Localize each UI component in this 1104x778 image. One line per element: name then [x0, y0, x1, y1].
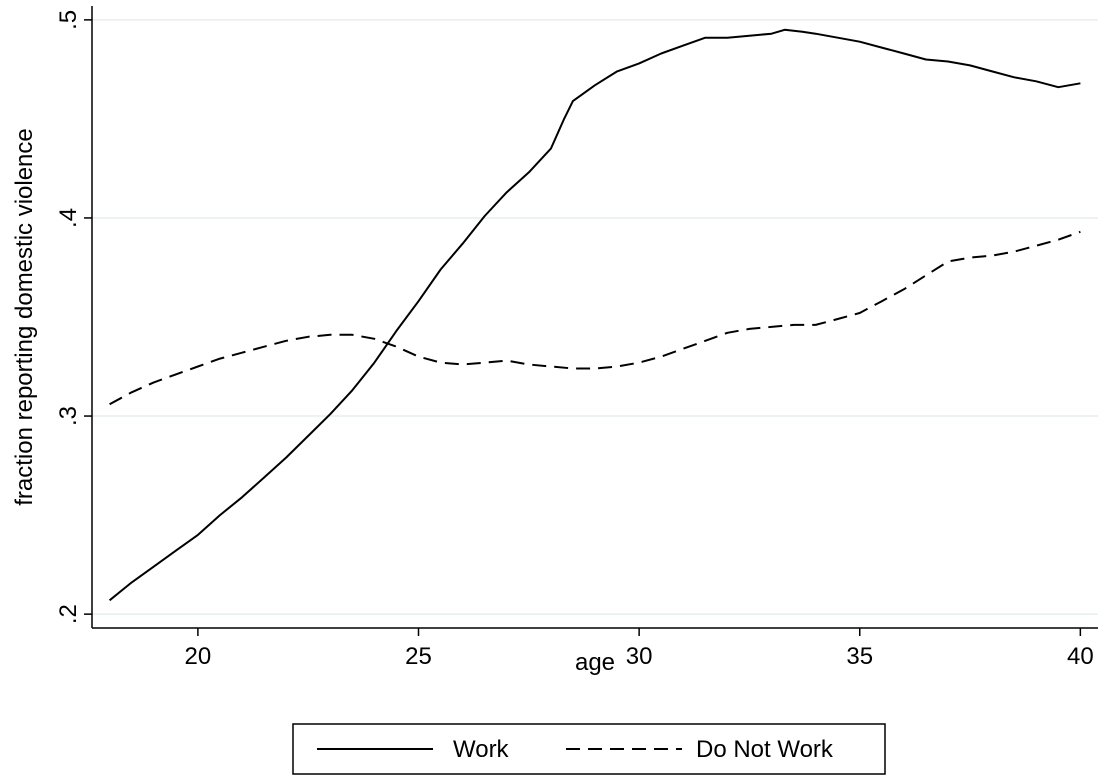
grid-lines: [92, 19, 1098, 615]
y-tick-label: .4: [55, 208, 82, 228]
x-tick-label: 35: [846, 643, 873, 670]
legend-label-do-not-work: Do Not Work: [696, 736, 834, 763]
y-axis-title: fraction reporting domestic violence: [11, 128, 38, 506]
y-tick-label: .3: [55, 406, 82, 426]
x-tick-label: 40: [1067, 643, 1094, 670]
series-line-do-not-work: [109, 230, 1081, 406]
legend: Work Do Not Work: [292, 723, 886, 775]
y-tick-label: .2: [55, 604, 82, 624]
series-lines: [108, 28, 1081, 602]
y-tick-label: .5: [55, 10, 82, 30]
x-tick-label: 20: [185, 643, 212, 670]
axes: .2 .3 .4 .5 20 25 30 35 40: [55, 6, 1098, 670]
series-line-work: [108, 28, 1081, 602]
x-tick-label: 30: [626, 643, 653, 670]
x-tick-label: 25: [405, 643, 432, 670]
x-axis-title: age: [575, 649, 615, 676]
legend-label-work: Work: [453, 736, 510, 763]
